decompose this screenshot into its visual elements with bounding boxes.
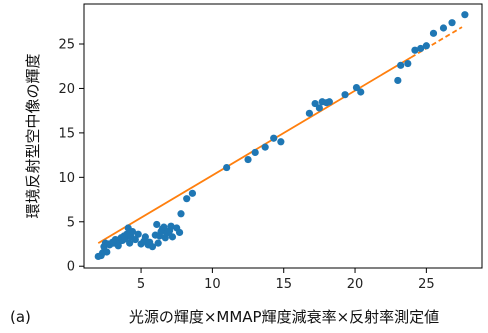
x-tick-label: 25 <box>418 277 435 292</box>
data-point <box>429 29 438 37</box>
data-point <box>404 59 412 68</box>
y-tick-label: 10 <box>58 171 75 186</box>
ticks: 5 10 15 20 25 0 5 10 15 20 25 <box>58 38 434 293</box>
data-point <box>277 138 285 146</box>
y-tick-label: 0 <box>67 260 75 275</box>
data-point <box>461 11 469 19</box>
x-tick-label: 15 <box>275 277 292 292</box>
data-point <box>411 46 419 54</box>
data-point <box>167 222 175 230</box>
data-points-layer <box>94 11 469 261</box>
data-point <box>448 19 456 27</box>
data-point <box>341 91 349 99</box>
y-tick-label: 15 <box>58 126 75 141</box>
data-point <box>141 233 149 241</box>
axes <box>83 3 483 269</box>
plot-frame <box>83 3 483 269</box>
data-point <box>177 210 185 218</box>
y-tick-label: 25 <box>58 38 75 53</box>
data-point <box>417 44 425 53</box>
data-point <box>352 83 361 92</box>
x-axis-label: 光源の輝度×MMAP輝度減衰率×反射率測定値 <box>129 308 439 326</box>
data-point <box>244 155 252 164</box>
data-point <box>153 220 161 229</box>
data-point <box>103 248 111 256</box>
data-point <box>128 227 137 236</box>
x-tick-label: 5 <box>137 277 145 292</box>
data-point <box>183 195 191 203</box>
y-axis-label: 環境反射型空中像の輝度 <box>24 53 42 218</box>
data-point <box>148 243 157 251</box>
fit-line-extension <box>410 26 463 59</box>
x-tick-label: 10 <box>204 277 221 292</box>
data-point <box>188 189 197 197</box>
y-tick-label: 20 <box>58 82 75 97</box>
data-point <box>394 76 402 85</box>
y-tick-label: 5 <box>67 215 75 230</box>
data-point <box>126 239 134 247</box>
data-point <box>439 24 448 32</box>
data-point <box>168 233 177 241</box>
data-point <box>251 148 259 157</box>
data-point <box>311 99 319 108</box>
data-point <box>223 163 231 172</box>
x-tick-label: 20 <box>347 277 364 292</box>
data-point <box>160 223 168 231</box>
data-point <box>270 134 278 142</box>
data-point <box>315 104 323 112</box>
data-point <box>325 98 333 106</box>
data-point <box>261 143 269 151</box>
data-point <box>175 228 184 237</box>
data-point <box>134 230 142 238</box>
data-point <box>357 88 365 96</box>
data-point <box>154 239 162 247</box>
data-point <box>422 42 430 50</box>
data-point <box>397 61 405 69</box>
panel-label: (a) <box>10 308 31 326</box>
data-point <box>131 235 139 244</box>
data-point <box>305 109 313 117</box>
fit-line-layer <box>97 26 463 244</box>
